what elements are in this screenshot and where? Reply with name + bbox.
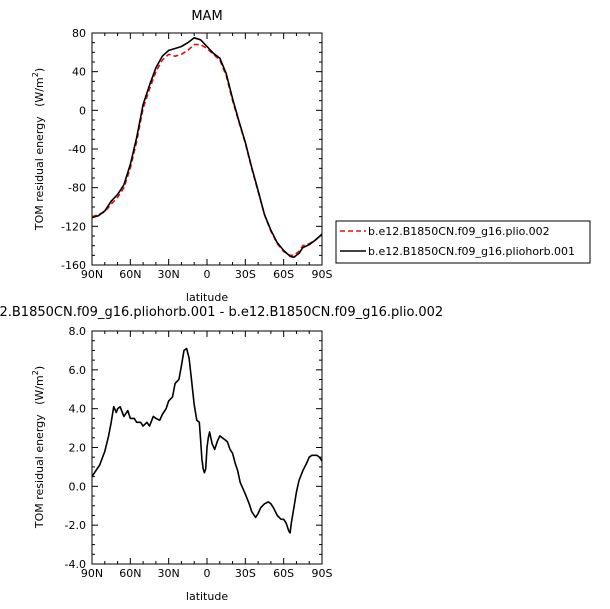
bottom-x-tick-label: 0 xyxy=(204,567,211,580)
top-x-tick-label: 30S xyxy=(235,268,256,281)
bottom-y-tick-label: 4.0 xyxy=(69,403,87,416)
bottom-y-tick-label: -2.0 xyxy=(65,519,86,532)
top-plot-frame xyxy=(91,32,323,266)
legend-box xyxy=(335,220,591,264)
top-y-axis-label: TOM residual energy (W/m2) xyxy=(31,68,46,231)
top-y-tick-label: -80 xyxy=(68,182,86,195)
legend-label-plio: b.e12.B1850CN.f09_g16.plio.002 xyxy=(368,225,550,238)
top-y-tick-label: 0 xyxy=(79,104,86,117)
bottom-x-tick-label: 30N xyxy=(158,567,180,580)
top-x-tick-label: 90N xyxy=(81,268,103,281)
top-y-tick-label: 40 xyxy=(72,66,86,79)
bottom-y-tick-label: 6.0 xyxy=(69,364,87,377)
bottom-y-tick-label: 2.0 xyxy=(69,442,87,455)
top-y-tick-label: -40 xyxy=(68,143,86,156)
bottom-series-line-0 xyxy=(91,347,323,534)
top-chart-lines xyxy=(91,36,323,259)
top-chart-ticks: 90N 60N 30N 0 30S 60S 90S -160 -120 -80 -40 0 40 80 xyxy=(61,27,332,281)
top-y-tick-label: -160 xyxy=(61,259,86,272)
top-chart-title: MAM xyxy=(191,9,222,24)
legend: b.e12.B1850CN.f09_g16.plio.002 b.e12.B18… xyxy=(335,220,591,264)
bottom-chart-ticks: 90N 60N 30N 0 30S 60S 90S -4.0 -2.0 0.0 2.0 4.0 6.0 8… xyxy=(65,325,333,580)
top-y-tick-label: -120 xyxy=(61,220,86,233)
bottom-x-tick-label: 60S xyxy=(273,567,294,580)
top-chart: MAM 90N 60N 30N 0 30S 60S 90S -160 -120 -80 -40 0 40… xyxy=(31,9,333,304)
bottom-y-tick-label: -4.0 xyxy=(65,558,86,571)
bottom-x-axis-label: latitude xyxy=(186,590,228,603)
top-x-tick-label: 60S xyxy=(273,268,294,281)
bottom-chart-title: b.e12.B1850CN.f09_g16.pliohorb.001 - b.e… xyxy=(0,305,443,320)
legend-label-pliohorb: b.e12.B1850CN.f09_g16.pliohorb.001 xyxy=(368,245,575,258)
bottom-chart: b.e12.B1850CN.f09_g16.pliohorb.001 - b.e… xyxy=(0,305,443,603)
top-x-tick-label: 0 xyxy=(204,268,211,281)
top-series-line-1 xyxy=(91,36,323,259)
bottom-y-tick-label: 8.0 xyxy=(69,325,87,338)
top-x-axis-label: latitude xyxy=(186,291,228,304)
top-series-line-0 xyxy=(91,43,323,257)
top-y-tick-label: 80 xyxy=(72,27,86,40)
bottom-x-tick-label: 90S xyxy=(312,567,333,580)
bottom-chart-lines xyxy=(91,347,323,534)
bottom-y-tick-label: 0.0 xyxy=(69,480,87,493)
top-x-tick-label: 30N xyxy=(158,268,180,281)
bottom-y-axis-label: TOM residual energy (W/m2) xyxy=(31,366,46,529)
bottom-x-tick-label: 90N xyxy=(81,567,103,580)
top-x-tick-label: 90S xyxy=(312,268,333,281)
bottom-x-tick-label: 30S xyxy=(235,567,256,580)
top-x-tick-label: 60N xyxy=(119,268,141,281)
bottom-x-tick-label: 60N xyxy=(119,567,141,580)
